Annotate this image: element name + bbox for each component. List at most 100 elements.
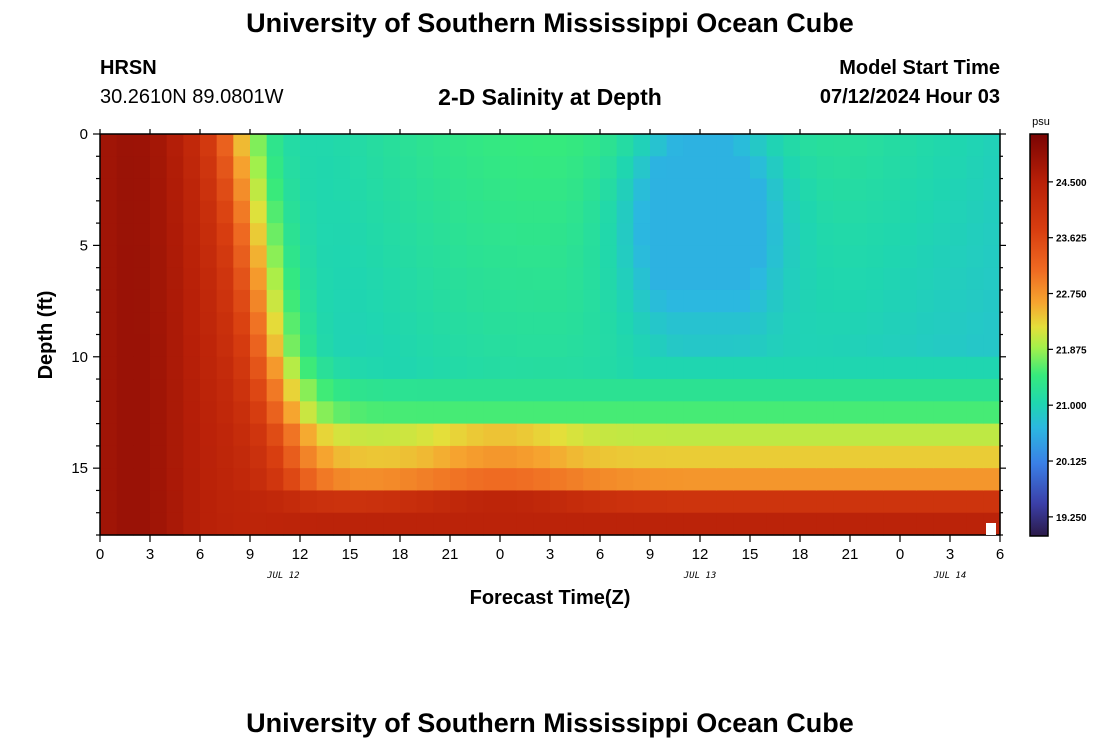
heatmap-cell — [700, 356, 718, 380]
heatmap-cell — [783, 245, 801, 269]
station-coordinates: 30.2610N 89.0801W — [100, 86, 284, 108]
heatmap-cell — [800, 401, 818, 425]
heatmap-cell — [400, 289, 418, 313]
heatmap-cell — [883, 223, 901, 246]
heatmap-cell — [266, 156, 284, 180]
heatmap-cell — [650, 379, 668, 402]
heatmap-cell — [533, 223, 551, 246]
heatmap-cell — [133, 334, 151, 358]
heatmap-cell — [300, 245, 318, 269]
heatmap-cell — [833, 156, 851, 180]
heatmap-cell — [750, 312, 768, 336]
heatmap-cell — [600, 200, 618, 224]
x-tick-label: 3 — [946, 546, 954, 563]
colorbar-ticks: 24.500 23.625 22.750 21.875 21.000 20.125 19.2… — [1048, 178, 1087, 524]
heatmap-cell — [933, 178, 951, 202]
heatmap-cell — [566, 379, 584, 402]
heatmap-cell — [816, 245, 834, 269]
heatmap-cell — [800, 379, 818, 402]
heatmap-cell — [850, 379, 868, 402]
heatmap-cell — [416, 379, 434, 402]
heatmap-cell — [316, 468, 334, 492]
heatmap-cell — [333, 223, 351, 246]
heatmap-cell — [333, 134, 351, 157]
heatmap-cell — [433, 156, 451, 180]
heatmap-cell — [483, 401, 501, 425]
heatmap-cell — [633, 267, 651, 291]
x-tick-label: 15 — [342, 546, 359, 563]
heatmap-cell — [416, 356, 434, 380]
heatmap-cell — [683, 312, 701, 336]
heatmap-cell — [300, 156, 318, 180]
heatmap-cell — [950, 468, 968, 492]
heatmap-cell — [416, 267, 434, 291]
heatmap-cell — [800, 245, 818, 269]
heatmap-cell — [416, 200, 434, 224]
heatmap-cell — [650, 289, 668, 313]
heatmap-cell — [916, 267, 934, 291]
heatmap-cell — [483, 445, 501, 469]
heatmap-cell — [266, 312, 284, 336]
white-marker — [986, 523, 996, 535]
heatmap-cell — [666, 289, 684, 313]
heatmap-cell — [333, 379, 351, 402]
heatmap-cell — [616, 134, 634, 157]
heatmap-cell — [366, 267, 384, 291]
heatmap-cell — [600, 512, 618, 536]
heatmap-cell — [883, 512, 901, 536]
heatmap-cell — [266, 289, 284, 313]
heatmap-cell — [716, 401, 734, 425]
heatmap-cell — [800, 445, 818, 469]
heatmap-cell — [650, 312, 668, 336]
heatmap-cell — [483, 356, 501, 380]
heatmap-cell — [466, 245, 484, 269]
heatmap-cell — [650, 512, 668, 536]
heatmap-cell — [366, 289, 384, 313]
heatmap-cell — [566, 289, 584, 313]
heatmap-cell — [166, 334, 184, 358]
heatmap-cell — [633, 401, 651, 425]
heatmap-cell — [900, 156, 918, 180]
heatmap-cell — [266, 468, 284, 492]
heatmap-cell — [616, 512, 634, 536]
heatmap-cell — [200, 223, 218, 246]
heatmap-cell — [783, 267, 801, 291]
heatmap-cell — [150, 267, 168, 291]
heatmap-cell — [833, 312, 851, 336]
heatmap-cell — [233, 134, 251, 157]
heatmap-cell — [266, 200, 284, 224]
heatmap-cells — [100, 134, 1001, 536]
heatmap-cell — [383, 423, 401, 447]
heatmap-cell — [750, 468, 768, 492]
heatmap-cell — [316, 334, 334, 358]
heatmap-cell — [116, 267, 134, 291]
heatmap-cell — [700, 445, 718, 469]
heatmap-cell — [983, 312, 1001, 336]
colorbar-tick-label: 21.875 — [1056, 345, 1087, 356]
heatmap-cell — [383, 200, 401, 224]
heatmap-cell — [233, 423, 251, 447]
x-tick-label: 0 — [96, 546, 104, 563]
heatmap-cell — [950, 178, 968, 202]
heatmap-cell — [283, 423, 301, 447]
heatmap-cell — [766, 468, 784, 492]
heatmap-cell — [166, 289, 184, 313]
colorbar-tick-label: 24.500 — [1056, 178, 1087, 189]
heatmap-cell — [583, 312, 601, 336]
heatmap-cell — [466, 490, 484, 514]
heatmap-cell — [166, 512, 184, 536]
heatmap-cell — [166, 468, 184, 492]
heatmap-cell — [683, 245, 701, 269]
heatmap-cell — [250, 468, 268, 492]
heatmap-cell — [333, 445, 351, 469]
heatmap-cell — [233, 312, 251, 336]
heatmap-cell — [116, 312, 134, 336]
heatmap-cell — [800, 267, 818, 291]
x-tick-label: 21 — [842, 546, 859, 563]
x-tick-label: 6 — [996, 546, 1004, 563]
heatmap-cell — [416, 156, 434, 180]
heatmap-cell — [533, 200, 551, 224]
heatmap-cell — [566, 134, 584, 157]
heatmap-cell — [200, 423, 218, 447]
x-tick-label: 0 — [496, 546, 504, 563]
